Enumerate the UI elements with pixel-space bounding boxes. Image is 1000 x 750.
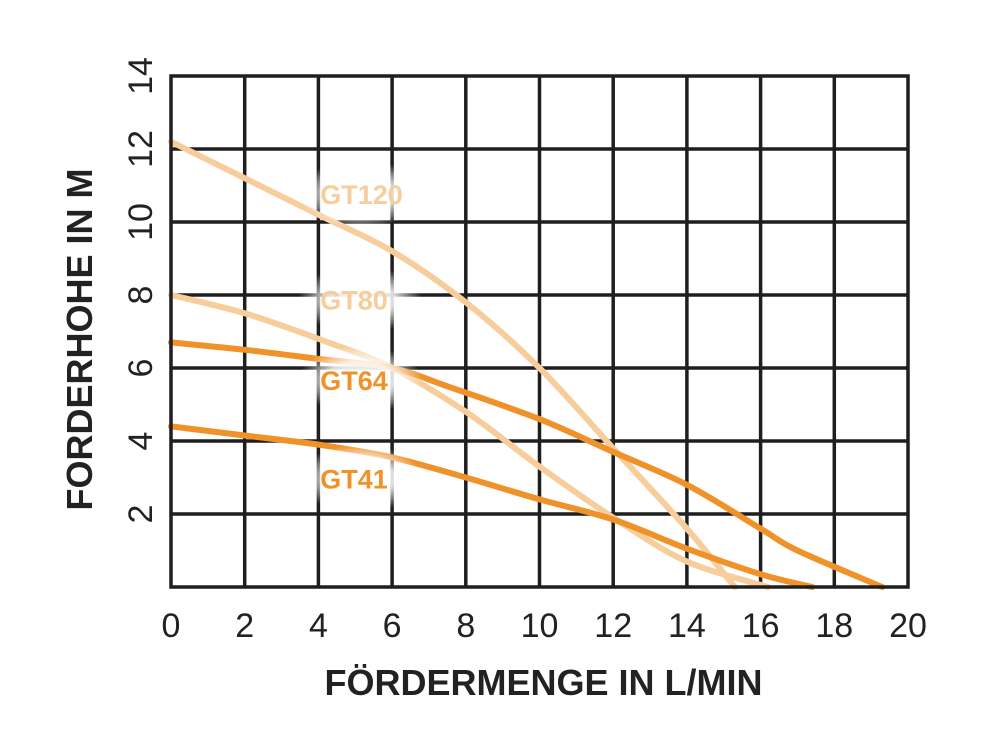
y-tick-label: 10 xyxy=(122,203,160,241)
series-label-gt80: GT80 xyxy=(320,286,388,316)
series-line-gt64 xyxy=(168,339,886,590)
x-tick-label: 18 xyxy=(815,607,853,645)
plot-frame xyxy=(169,74,910,589)
tick-labels: 0 2 4 6 8 10 12 14 16 18 20 2 4 6 8 10 12 14 xyxy=(122,57,927,645)
y-tick-label: 2 xyxy=(122,505,160,524)
series-label-gt41: GT41 xyxy=(320,464,388,494)
grid xyxy=(171,76,908,587)
y-tick-label: 12 xyxy=(122,130,160,168)
series-line-gt41 xyxy=(168,423,816,590)
x-tick-label: 2 xyxy=(235,607,254,645)
x-tick-label: 8 xyxy=(456,607,475,645)
series-line-gt80 xyxy=(168,292,771,590)
series-line-gt120 xyxy=(168,138,738,590)
series-labels: GT120 GT80 GT64 GT41 xyxy=(320,180,403,495)
label-glow xyxy=(298,345,423,414)
y-tick-label: 14 xyxy=(122,57,160,95)
x-tick-label: 4 xyxy=(309,607,328,645)
x-axis-title: FÖRDERMENGE IN L/MIN xyxy=(325,662,763,703)
label-glow xyxy=(298,444,423,513)
x-tick-label: 16 xyxy=(742,607,780,645)
x-tick-label: 14 xyxy=(668,607,706,645)
label-glows xyxy=(298,159,423,513)
plot-border xyxy=(169,74,910,589)
label-glow xyxy=(298,159,423,228)
series-label-gt120: GT120 xyxy=(320,180,403,210)
x-tick-label: 20 xyxy=(889,607,927,645)
y-tick-label: 6 xyxy=(122,359,160,378)
x-tick-label: 6 xyxy=(383,607,402,645)
series-label-gt64: GT64 xyxy=(320,366,388,396)
y-tick-label: 4 xyxy=(122,432,160,451)
x-tick-label: 10 xyxy=(521,607,559,645)
y-tick-label: 8 xyxy=(122,286,160,305)
x-tick-label: 0 xyxy=(162,607,181,645)
x-tick-label: 12 xyxy=(594,607,632,645)
series-lines xyxy=(168,138,886,590)
label-glow xyxy=(298,265,423,334)
y-axis-title: FORDERHOHE IN M xyxy=(59,169,100,511)
